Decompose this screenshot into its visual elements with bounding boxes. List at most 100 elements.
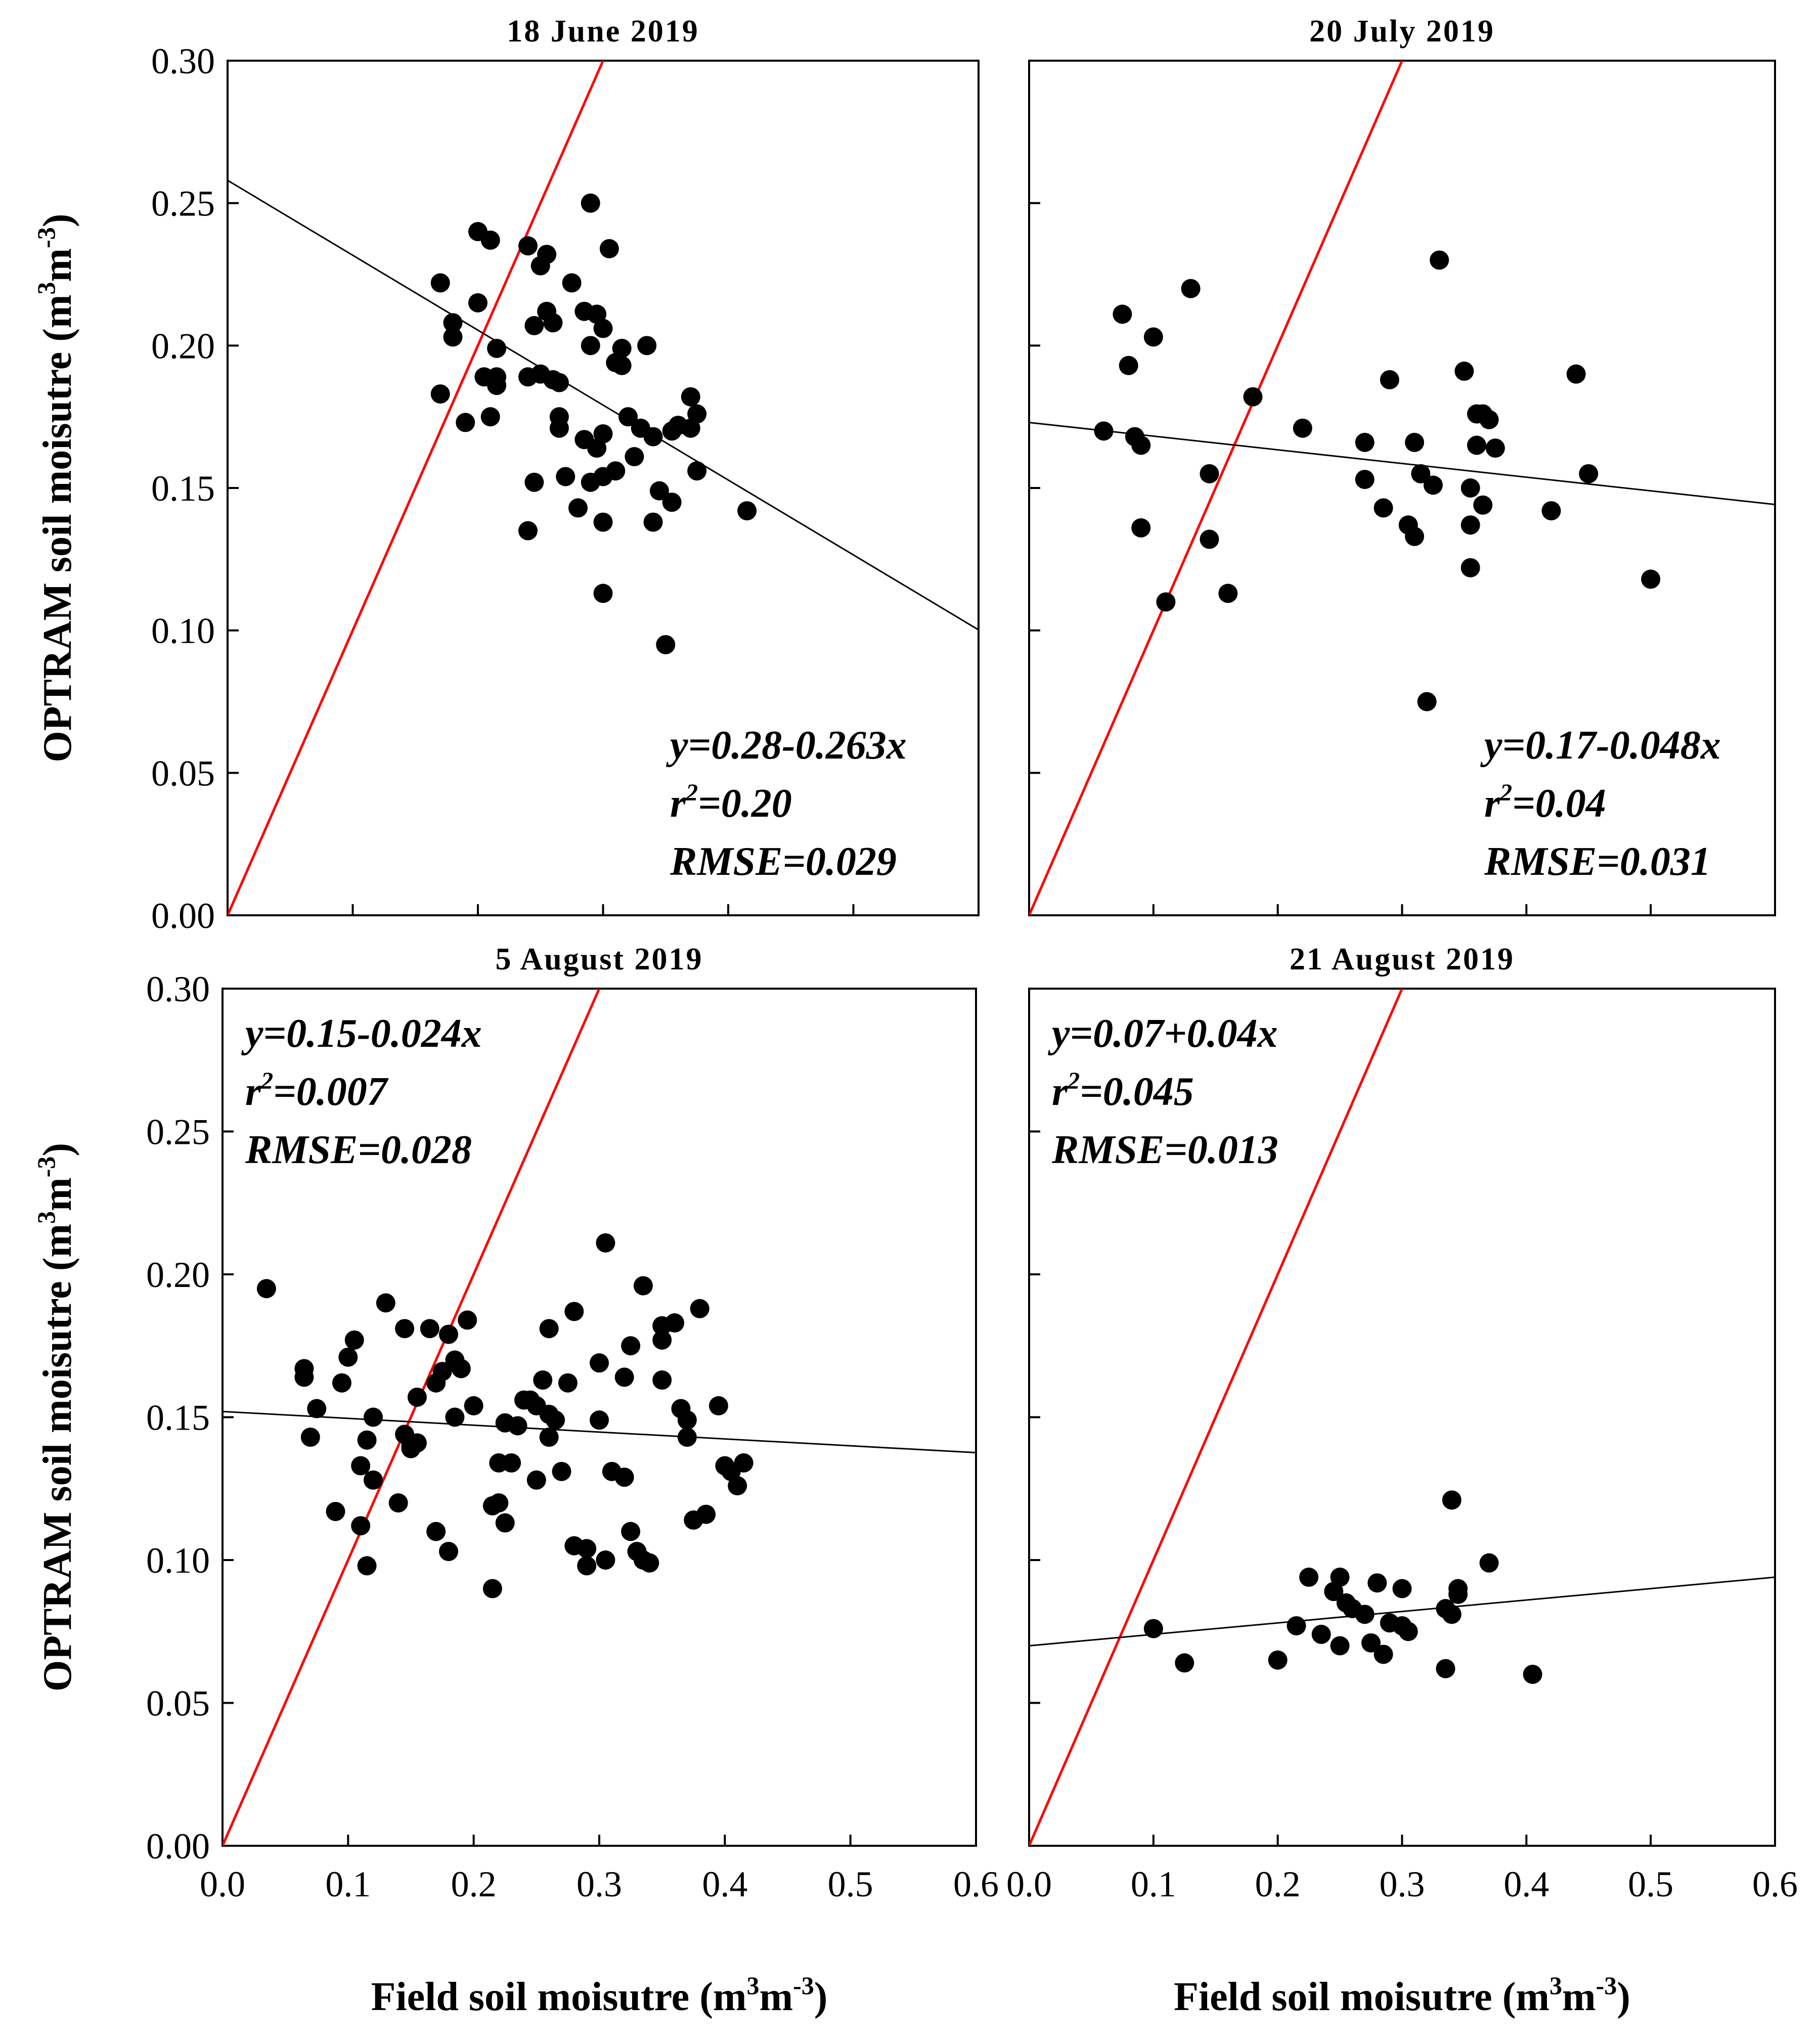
unit-open: (m [699,1975,746,2019]
data-point [388,1493,408,1513]
data-point [1355,432,1375,452]
r-squared-value: =0.045 [1080,1070,1194,1114]
y-tick-label: 0.30 [151,41,215,81]
x-tick-label: 0.3 [1380,1864,1425,1904]
data-point [495,1513,515,1533]
y-tick-label: 0.10 [151,611,215,651]
data-point [1113,304,1132,324]
r-squared-value: =0.20 [698,781,792,826]
data-point [614,1367,634,1387]
data-point [649,481,669,501]
data-point [1523,1665,1542,1684]
r-superscript: 2 [1067,1068,1080,1094]
y-tick-label: 0.15 [151,468,215,509]
data-point [1566,364,1586,384]
data-point [1454,362,1474,381]
data-point [1373,1645,1393,1664]
regression-equation: y=0.17-0.048x [1480,723,1721,768]
data-point [364,1470,383,1490]
data-point [614,1468,634,1487]
x-axis-label: Field soil moisutre (m3m-3) [1174,1971,1630,2019]
data-point [1485,438,1505,458]
data-point [294,1367,314,1387]
data-point [1423,475,1443,495]
x-tick-label: 0.2 [451,1864,497,1904]
r-squared: r2=0.04 [1484,779,1606,826]
one-to-one-line [223,989,601,1846]
data-point [1175,1653,1194,1673]
unit-superscript: 3 [746,1971,759,1999]
rmse-value: RMSE=0.028 [245,1128,472,1172]
r-symbol: r [1052,1070,1068,1114]
rmse-value: RMSE=0.013 [1051,1128,1278,1172]
data-point [621,1522,641,1541]
unit-open: (m [35,294,80,341]
data-point [508,1416,527,1436]
regression-equation: y=0.07+0.04x [1047,1011,1278,1056]
data-point [1355,470,1375,490]
data-point [430,273,450,293]
data-point [524,316,544,335]
unit-mid: m [1562,1975,1596,2019]
data-point [643,427,663,447]
unit-mid: m [35,1177,80,1211]
unit-close: ) [1617,1975,1630,2019]
data-point [300,1428,320,1447]
unit-superscript: 3 [32,1211,60,1224]
data-point [1417,692,1437,712]
data-point [1460,515,1480,535]
data-point [581,193,600,213]
data-point [1143,1619,1163,1638]
axis-label-text: OPTRAM soil moisutre [35,352,80,763]
r-symbol: r [1484,781,1500,826]
data-point [1442,1605,1461,1624]
data-point [439,1324,458,1344]
x-tick-label: 0.4 [1503,1864,1549,1904]
r-superscript: 2 [1499,779,1512,806]
data-point [443,313,463,333]
data-point [652,1370,672,1390]
data-point [1479,1553,1499,1573]
data-point [1218,584,1238,603]
data-point [357,1430,377,1450]
r-superscript: 2 [260,1068,273,1094]
data-point [1131,518,1151,538]
data-point [1380,370,1399,389]
data-point [1398,1622,1418,1641]
data-point [1430,250,1449,270]
unit-superscript: 3 [32,282,60,294]
panel-1: 0.00 0.05 0.10 0.15 0.20 0.25 0.30 18 June 2019… [151,14,980,936]
y-tick-label: 0.20 [151,326,215,366]
data-point [618,407,638,427]
data-point [1367,1573,1387,1593]
x-tick-label: 0.0 [1006,1864,1052,1904]
data-point [612,338,632,358]
data-point [590,1410,609,1430]
data-point [621,1336,641,1356]
x-tick-label: 0.5 [828,1864,873,1904]
data-point [518,521,538,541]
y-tick-label: 0.15 [146,1398,210,1438]
data-point [1473,495,1493,515]
data-point [439,1542,458,1562]
data-point [1405,432,1425,452]
data-point [556,467,575,486]
data-point [737,501,757,521]
data-point [593,424,613,443]
r-squared: r2=0.20 [670,779,792,826]
axis-label-text: Field soil moisutre [1174,1975,1492,2019]
unit-open: (m [1502,1975,1549,2019]
data-point [407,1387,427,1407]
x-tick-label: 0.5 [1628,1864,1673,1904]
data-point [307,1399,327,1418]
r-symbol: r [245,1070,261,1114]
data-point [687,461,707,481]
data-point [487,338,507,358]
one-to-one-line [228,61,604,915]
x-axis-label: Field soil moisutre (m3m-3) [371,1971,828,2019]
data-point [1579,464,1599,483]
data-point [665,1313,684,1333]
data-point [458,1310,477,1330]
